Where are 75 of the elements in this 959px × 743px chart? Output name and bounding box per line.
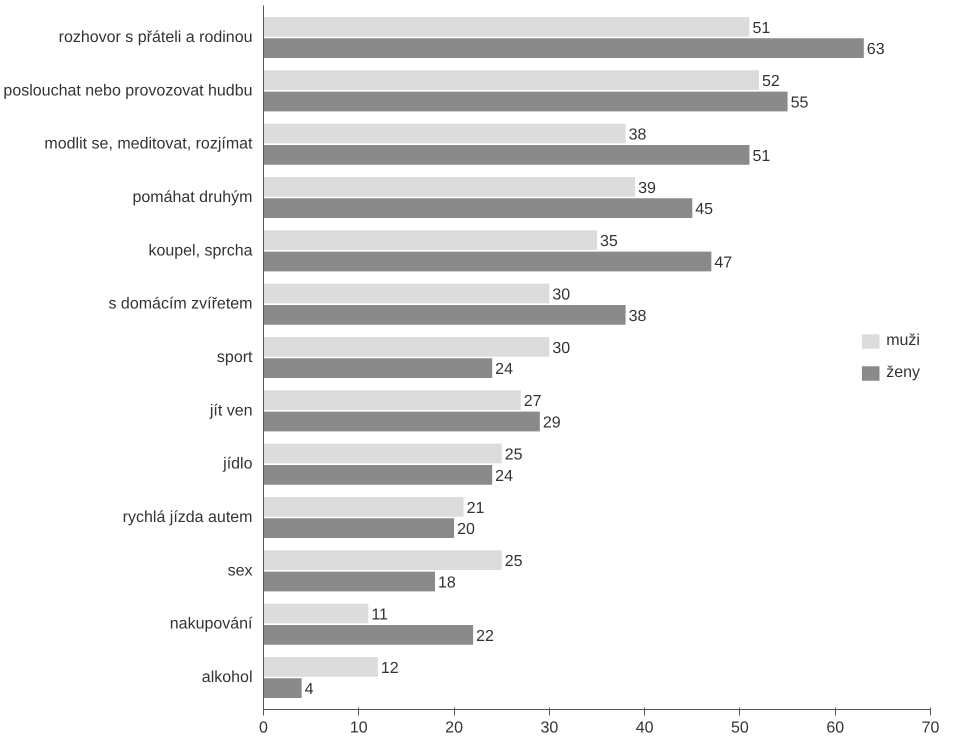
data-label: 29 (542, 414, 561, 432)
bar (264, 70, 759, 90)
data-label: 55 (790, 94, 808, 112)
y-tick-label: rozhovor s přáteli a rodinou (58, 29, 253, 46)
bar (264, 464, 492, 485)
y-tick-label: alkohol (202, 669, 252, 686)
bar (264, 144, 750, 165)
bar (264, 572, 436, 592)
x-tick-label: 50 (731, 720, 749, 736)
bar (264, 176, 636, 197)
y-tick-label: s domácím zvířetem (108, 296, 252, 313)
bar (264, 518, 454, 538)
bar (264, 230, 597, 250)
x-tick-label: 20 (445, 720, 464, 736)
x-tick-label: 40 (636, 720, 654, 736)
x-tick-label: 70 (922, 720, 940, 736)
bar (264, 358, 492, 378)
data-label: 12 (380, 660, 399, 677)
data-label: 20 (457, 521, 475, 538)
data-label: 47 (714, 254, 732, 272)
legend-label: muži (886, 332, 920, 350)
data-label: 30 (552, 286, 570, 304)
data-label: 38 (628, 126, 646, 144)
y-tick-label: pomáhat druhým (132, 189, 252, 206)
y-tick-label: jídlo (222, 456, 253, 473)
data-label: 52 (762, 73, 780, 90)
x-tick-label: 30 (540, 720, 558, 736)
data-label: 25 (504, 553, 523, 570)
data-label: 21 (466, 500, 484, 517)
data-label: 30 (552, 340, 570, 357)
bar (264, 604, 368, 624)
bar (264, 444, 502, 464)
bar (264, 678, 302, 698)
y-tick-label: jít ven (208, 402, 252, 420)
data-label: 4 (304, 681, 314, 698)
bar (264, 304, 626, 325)
x-tick-label: 10 (350, 720, 368, 736)
data-label: 18 (438, 574, 456, 592)
x-tick-label: 60 (826, 720, 844, 736)
bar (264, 284, 550, 304)
bar (264, 336, 550, 357)
bar (264, 198, 692, 218)
data-label: 25 (504, 446, 523, 464)
data-label: 63 (866, 41, 885, 58)
data-label: 24 (495, 361, 514, 378)
data-label: 45 (695, 201, 714, 218)
legend-label: ženy (886, 364, 920, 382)
x-tick-label: 0 (259, 720, 268, 736)
bar (264, 38, 864, 58)
bar (264, 624, 474, 645)
bar (264, 124, 626, 144)
bar (264, 550, 502, 570)
bar (264, 656, 378, 677)
y-tick-label: poslouchat nebo provozovat hudbu (3, 82, 252, 100)
data-label: 35 (600, 233, 618, 250)
y-tick-label: sport (216, 349, 254, 366)
data-label: 51 (752, 148, 770, 165)
data-label: 39 (638, 180, 656, 197)
data-label: 24 (495, 468, 514, 485)
y-tick-label: koupel, sprcha (148, 242, 253, 260)
y-tick-label: nakupování (170, 616, 254, 633)
data-label: 51 (752, 20, 770, 37)
bar (264, 390, 521, 410)
data-label: 38 (628, 308, 646, 325)
y-tick-label: sex (228, 562, 253, 580)
data-label: 27 (524, 393, 542, 410)
data-label: 11 (371, 606, 388, 624)
y-tick-label: rychlá jízda autem (122, 509, 253, 526)
bar (264, 16, 750, 37)
data-label: 22 (476, 628, 494, 645)
bar (264, 496, 464, 517)
y-tick-label: modlit se, meditovat, rozjímat (44, 136, 254, 153)
bar (264, 92, 788, 112)
bar (264, 412, 540, 432)
bar (264, 252, 712, 272)
